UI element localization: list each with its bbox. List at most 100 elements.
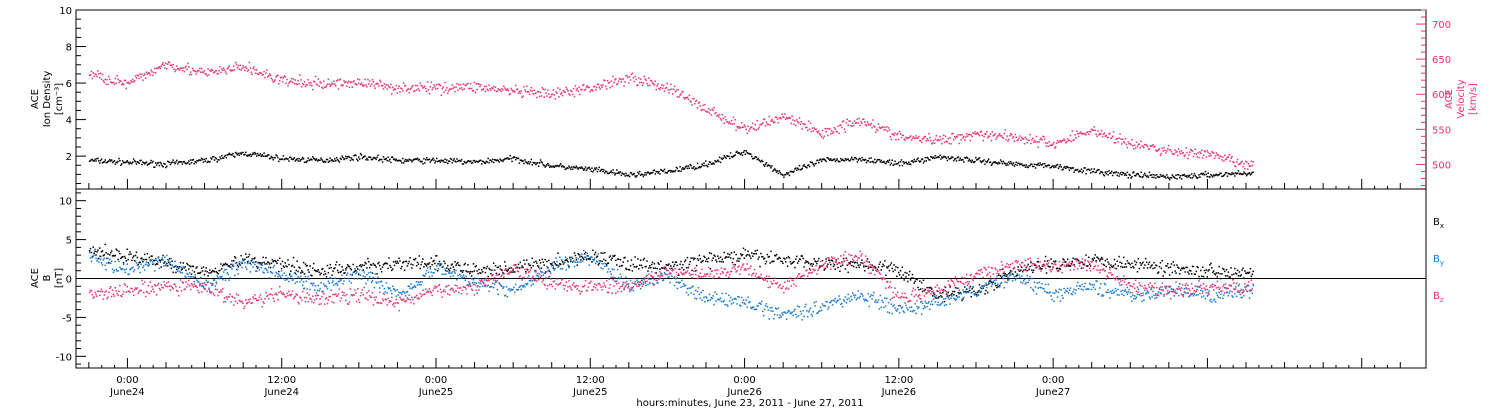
data-point	[796, 262, 799, 264]
data-point	[593, 85, 595, 88]
data-point	[605, 263, 608, 266]
data-point	[103, 81, 106, 84]
data-point	[128, 273, 130, 275]
data-point	[329, 157, 331, 159]
data-point	[335, 157, 338, 159]
data-point	[903, 162, 905, 165]
data-point	[469, 272, 471, 275]
data-point	[244, 266, 247, 268]
data-point	[298, 83, 300, 85]
data-point	[171, 260, 174, 263]
data-point	[571, 168, 574, 170]
data-point	[756, 249, 759, 252]
data-point	[1223, 268, 1225, 271]
data-point	[287, 259, 289, 261]
data-point	[475, 282, 477, 284]
data-point	[589, 258, 591, 261]
data-point	[1243, 163, 1245, 165]
data-point	[324, 273, 327, 275]
data-point	[779, 116, 781, 119]
data-point	[357, 82, 360, 85]
data-point	[487, 284, 489, 287]
data-point	[1103, 174, 1106, 177]
data-point	[144, 263, 147, 266]
data-point	[1156, 150, 1158, 152]
data-point	[438, 83, 441, 86]
data-point	[428, 276, 431, 278]
data-point	[1245, 173, 1247, 175]
data-point	[1015, 161, 1017, 164]
data-point	[382, 264, 385, 266]
data-point	[476, 160, 478, 163]
data-point	[333, 267, 335, 270]
data-point	[746, 132, 748, 135]
data-point	[485, 277, 488, 280]
data-point	[164, 261, 166, 263]
data-point	[1079, 170, 1082, 173]
data-point	[191, 265, 194, 267]
data-point	[1111, 170, 1113, 173]
data-point	[985, 160, 987, 163]
data-point	[176, 266, 178, 268]
data-point	[169, 163, 172, 166]
data-point	[1199, 151, 1201, 153]
data-point	[284, 158, 286, 160]
data-point	[827, 134, 829, 137]
data-point	[788, 116, 791, 119]
data-point	[198, 70, 200, 72]
data-point	[1168, 274, 1171, 276]
data-point	[242, 258, 244, 260]
data-point	[221, 68, 223, 70]
data-point	[714, 160, 716, 162]
data-point	[881, 126, 883, 129]
data-point	[134, 260, 137, 262]
data-point	[932, 156, 935, 159]
data-point	[744, 153, 747, 155]
data-point	[288, 280, 290, 283]
data-point	[346, 272, 349, 275]
data-point	[125, 260, 128, 262]
data-point	[205, 157, 207, 160]
data-point	[367, 279, 369, 281]
data-point	[627, 268, 630, 271]
data-point	[708, 252, 711, 254]
data-point	[140, 159, 142, 162]
data-point	[742, 247, 745, 250]
data-point	[1117, 265, 1119, 267]
data-point	[1180, 267, 1183, 269]
data-point	[254, 263, 256, 266]
data-point	[121, 256, 123, 259]
data-point	[1149, 145, 1152, 147]
data-point	[1095, 133, 1097, 136]
data-point	[722, 261, 725, 263]
data-point	[1239, 172, 1242, 175]
data-point	[969, 285, 972, 288]
data-point	[291, 158, 294, 161]
data-point	[1021, 266, 1023, 269]
data-point	[871, 264, 873, 266]
data-point	[964, 286, 966, 288]
data-point	[1226, 156, 1229, 158]
data-point	[447, 268, 450, 271]
data-point	[758, 159, 760, 161]
data-point	[559, 263, 562, 266]
data-point	[337, 271, 340, 274]
data-point	[397, 159, 399, 162]
data-point	[762, 258, 765, 260]
data-point	[863, 159, 866, 161]
data-point	[938, 296, 940, 298]
data-point	[516, 157, 519, 160]
data-point	[365, 158, 367, 161]
data-point	[391, 156, 393, 159]
data-point	[448, 270, 451, 272]
data-point	[899, 133, 902, 135]
data-point	[1102, 173, 1105, 176]
data-point	[986, 131, 988, 133]
data-point	[573, 95, 576, 98]
data-point	[142, 266, 144, 269]
data-point	[219, 65, 221, 68]
data-point	[284, 279, 286, 281]
data-point	[781, 113, 783, 115]
data-point	[1099, 260, 1101, 262]
data-point	[390, 289, 392, 292]
